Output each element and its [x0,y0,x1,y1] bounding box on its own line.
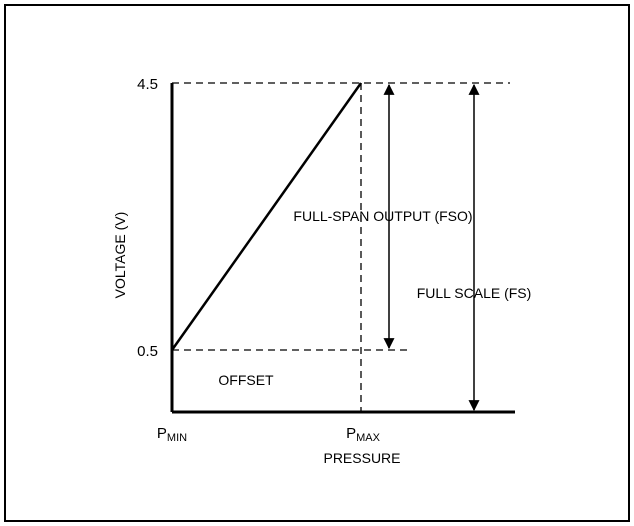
y-tick-label-bottom: 0.5 [137,343,158,360]
x-tick-label-pmin: PMIN [157,425,187,444]
x-axis-label: PRESSURE [323,450,400,466]
fs-label: FULL SCALE (FS) [417,285,532,301]
y-axis-label: VOLTAGE (V) [112,212,128,299]
fso-label: FULL-SPAN OUTPUT (FSO) [293,208,472,224]
x-tick-label-pmax: PMAX [346,425,381,444]
figure-frame [4,4,630,522]
offset-label: OFFSET [218,372,274,388]
series-line [170,82,363,351]
y-tick-label-top: 4.5 [137,76,158,93]
